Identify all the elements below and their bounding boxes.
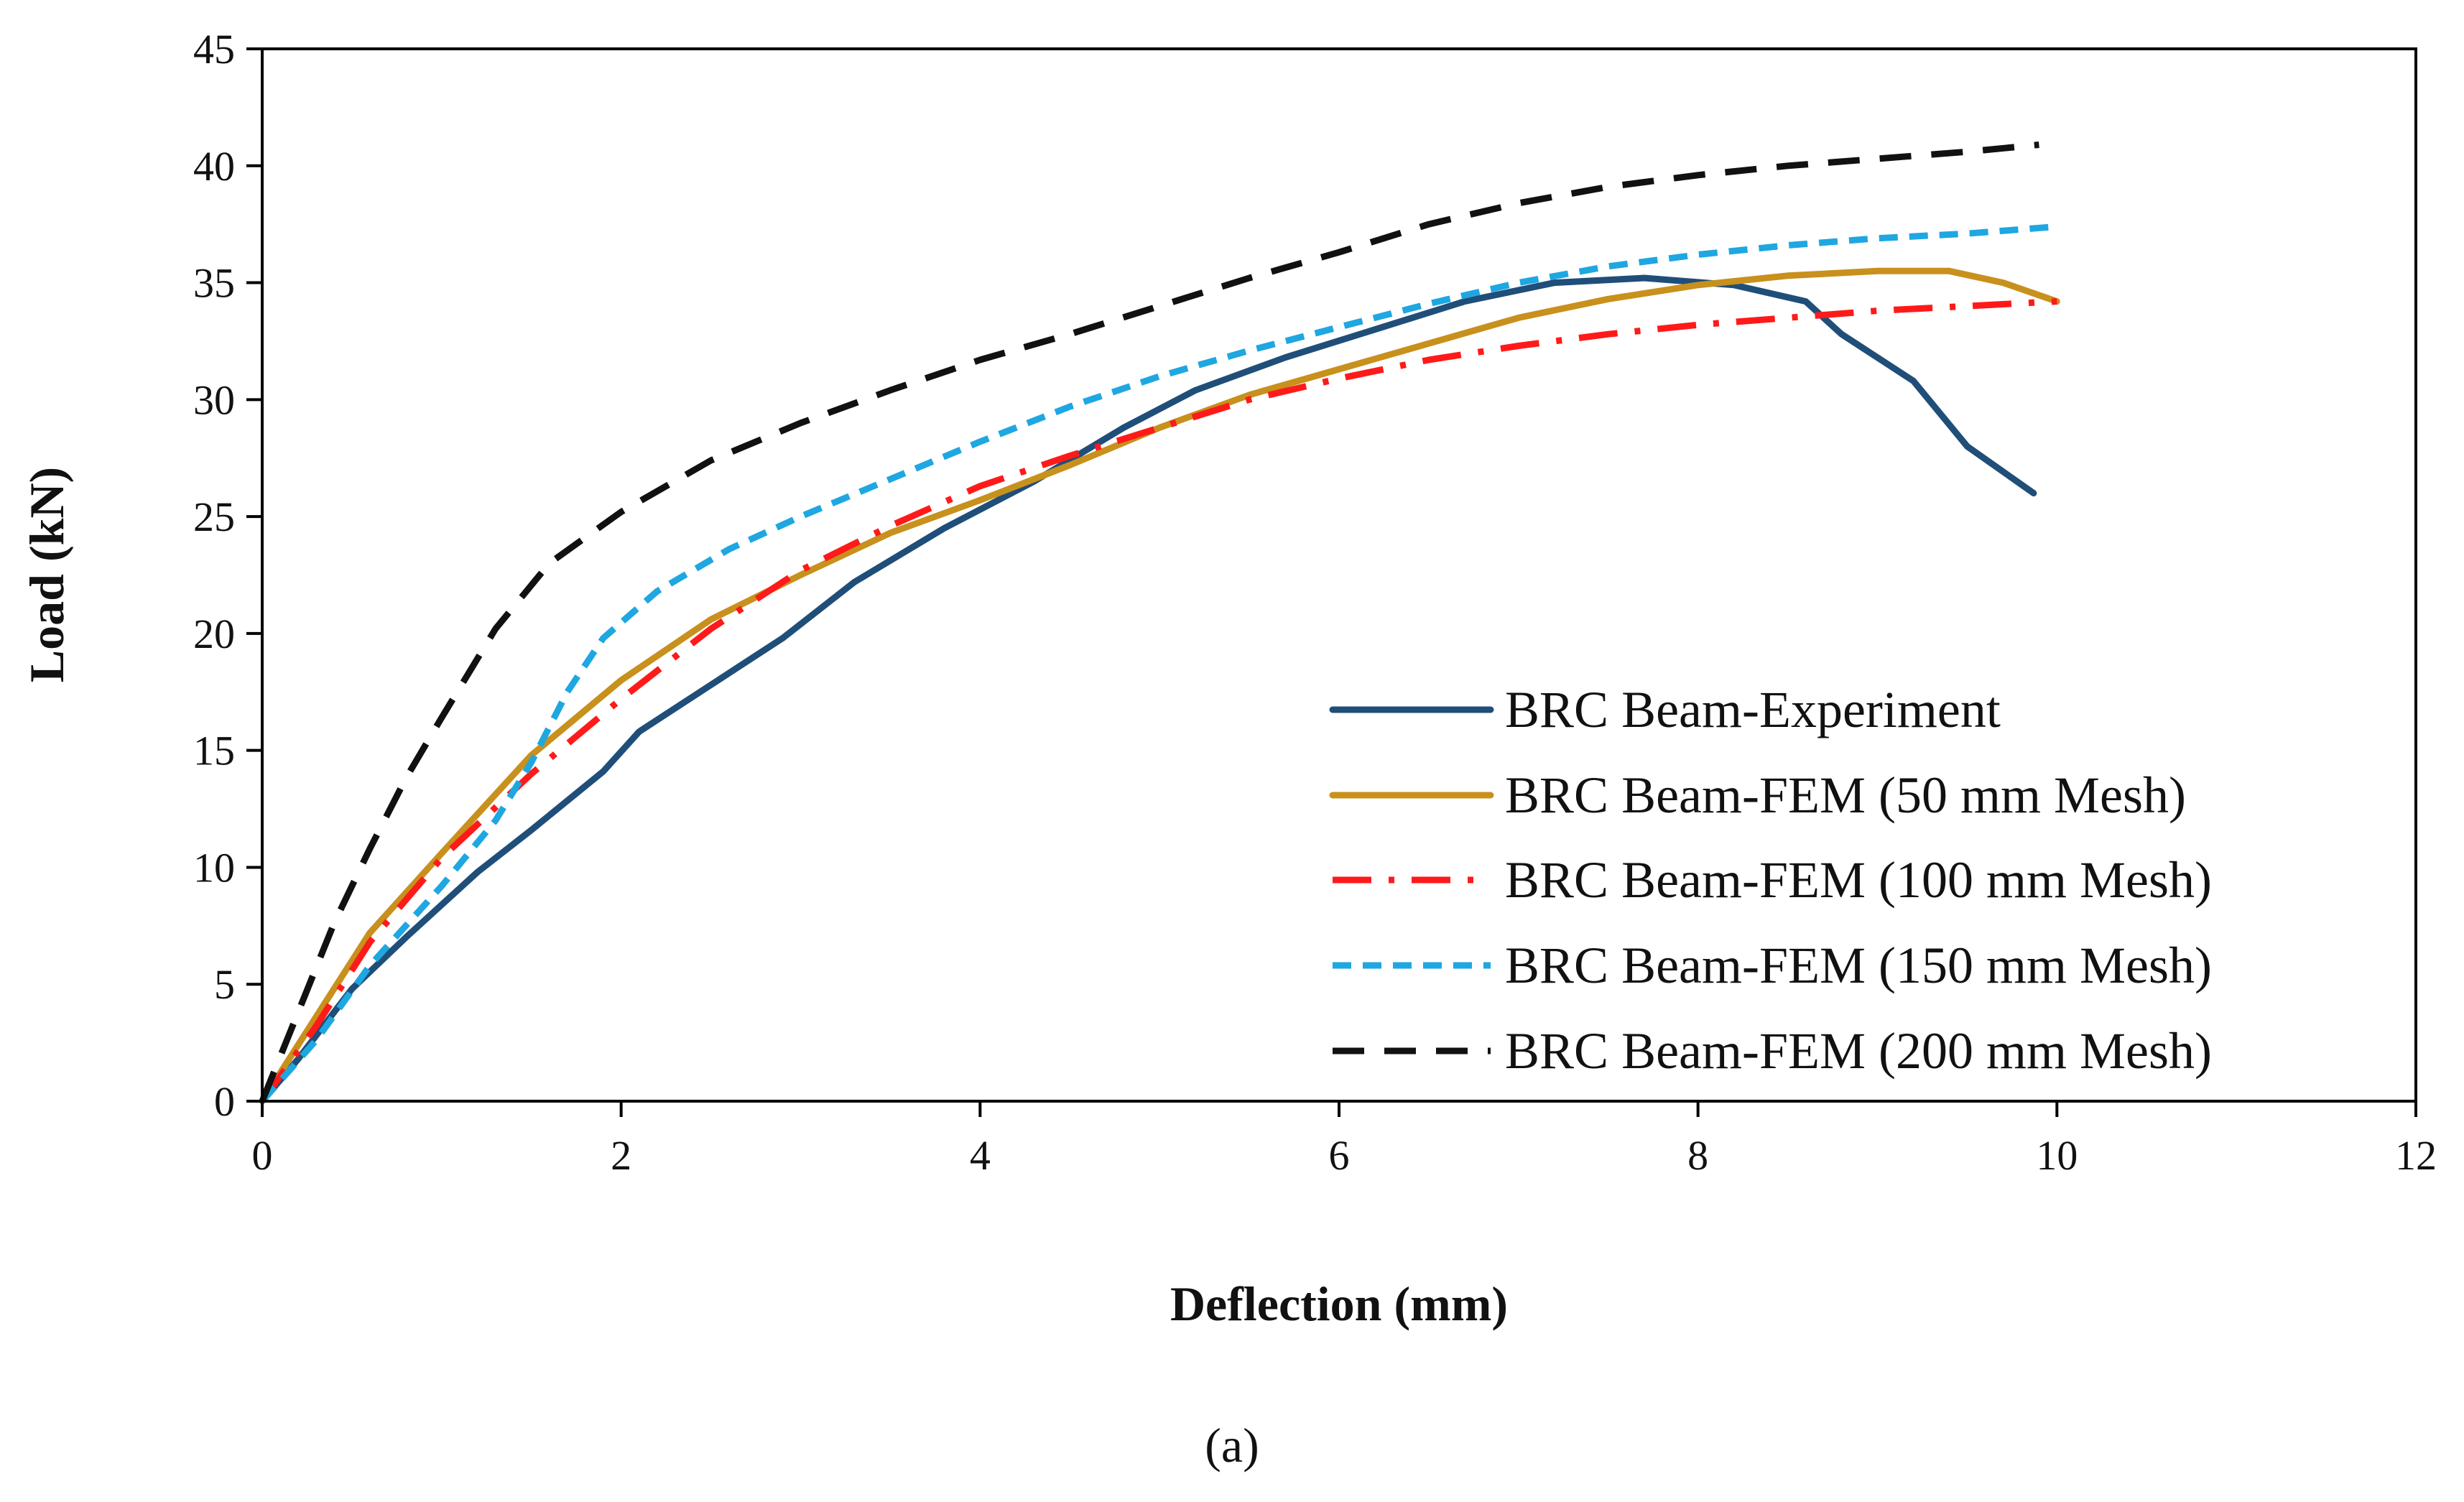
legend-label-5: BRC Beam-FEM (200 mm Mesh) xyxy=(1505,1022,2212,1080)
series-layer xyxy=(259,142,2060,1105)
plot-area xyxy=(262,49,2416,1101)
x-tick-label: 0 xyxy=(252,1132,273,1179)
y-tick-label: 30 xyxy=(193,376,235,423)
y-tick-label: 45 xyxy=(193,26,235,73)
series-line-5 xyxy=(259,142,2039,1103)
legend-label-3: BRC Beam-FEM (100 mm Mesh) xyxy=(1505,851,2212,909)
y-axis-ticks: 0 5 10 15 20 25 30 35 40 45 xyxy=(193,26,262,1125)
x-tick-label: 12 xyxy=(2395,1132,2437,1179)
legend-label-1: BRC Beam-Experiment xyxy=(1505,681,2001,738)
legend: BRC Beam-Experiment BRC Beam-FEM (50 mm M… xyxy=(1329,681,2212,1080)
legend-label-2: BRC Beam-FEM (50 mm Mesh) xyxy=(1505,766,2186,824)
x-axis-ticks: 0 2 4 6 8 10 12 xyxy=(252,1101,2437,1179)
x-tick-label: 10 xyxy=(2036,1132,2078,1179)
y-tick-label: 5 xyxy=(214,961,235,1008)
x-tick-label: 4 xyxy=(970,1132,991,1179)
y-axis-title: Load (kN) xyxy=(19,467,74,682)
y-tick-label: 25 xyxy=(193,493,235,540)
x-tick-label: 6 xyxy=(1329,1132,1350,1179)
legend-label-4: BRC Beam-FEM (150 mm Mesh) xyxy=(1505,937,2212,994)
y-tick-label: 15 xyxy=(193,728,235,774)
series-line-3 xyxy=(259,298,2057,1103)
y-tick-label: 40 xyxy=(193,143,235,190)
x-axis-title: Deflection (mm) xyxy=(1170,1276,1508,1331)
y-tick-label: 10 xyxy=(193,844,235,891)
series-line-2 xyxy=(259,267,2060,1105)
series-line-4 xyxy=(259,223,2057,1103)
y-tick-label: 20 xyxy=(193,611,235,657)
figure-caption: (a) xyxy=(1205,1418,1259,1473)
y-tick-label: 35 xyxy=(193,260,235,307)
x-tick-label: 2 xyxy=(611,1132,631,1179)
x-tick-label: 8 xyxy=(1687,1132,1708,1179)
y-tick-label: 0 xyxy=(214,1078,235,1125)
